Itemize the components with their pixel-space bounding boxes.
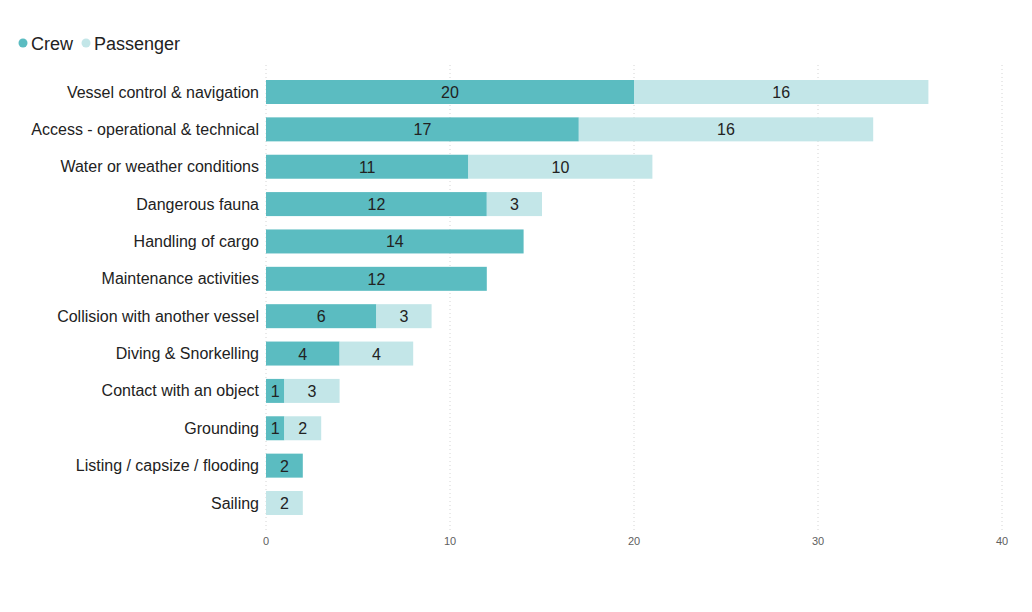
category-label: Contact with an object [102, 382, 260, 399]
legend: Crew Passenger [19, 34, 181, 54]
data-label: 2 [298, 420, 307, 437]
bar [284, 379, 339, 403]
data-label: 3 [308, 383, 317, 400]
bar [266, 491, 303, 515]
bar [266, 304, 376, 328]
data-label: 10 [552, 159, 570, 176]
bar [376, 304, 431, 328]
category-label: Vessel control & navigation [67, 84, 259, 101]
bar [634, 80, 928, 104]
bar [579, 117, 873, 141]
data-label: 11 [359, 159, 376, 176]
grid-line [1002, 65, 1003, 530]
data-label: 4 [372, 346, 381, 363]
bar [266, 267, 487, 291]
category-label: Access - operational & technical [31, 121, 259, 138]
legend-swatch [82, 39, 91, 48]
bar [266, 229, 524, 253]
tick-label: 40 [996, 535, 1008, 547]
bars [266, 80, 928, 515]
data-label: 6 [317, 308, 326, 325]
category-label: Diving & Snorkelling [116, 345, 259, 362]
category-label: Collision with another vessel [57, 308, 259, 325]
bar [266, 416, 284, 440]
bar [487, 192, 542, 216]
bar [266, 379, 284, 403]
data-label: 3 [400, 308, 409, 325]
data-label: 12 [368, 196, 386, 213]
data-label: 3 [510, 196, 519, 213]
data-label: 2 [280, 458, 289, 475]
bar [266, 117, 579, 141]
category-label: Dangerous fauna [136, 196, 259, 213]
bar [468, 155, 652, 179]
data-label: 14 [386, 233, 404, 250]
category-label: Grounding [184, 420, 259, 437]
tick-label: 20 [628, 535, 640, 547]
bar [266, 80, 634, 104]
data-label: 1 [271, 420, 280, 437]
data-label: 17 [414, 121, 432, 138]
legend-label: Crew [31, 34, 74, 54]
category-label: Maintenance activities [102, 270, 259, 287]
bar [284, 416, 321, 440]
category-label: Listing / capsize / flooding [76, 457, 259, 474]
bar [266, 454, 303, 478]
data-labels: 20171112141264112161610334322 [271, 84, 790, 512]
data-label: 12 [368, 271, 386, 288]
bar [266, 155, 468, 179]
bar [266, 192, 487, 216]
chart: 0 10 20 30 40 Vessel control & navigation Acce… [0, 0, 1032, 612]
legend-label: Passenger [94, 34, 180, 54]
bar [266, 342, 340, 366]
bar [340, 342, 414, 366]
tick-label: 0 [263, 535, 269, 547]
data-label: 16 [717, 121, 735, 138]
category-label: Water or weather conditions [60, 158, 259, 175]
data-label: 20 [441, 84, 459, 101]
data-label: 1 [271, 383, 280, 400]
category-label: Handling of cargo [134, 233, 260, 250]
category-label: Sailing [211, 495, 259, 512]
tick-label: 10 [444, 535, 456, 547]
tick-label: 30 [812, 535, 824, 547]
grid [266, 65, 1002, 530]
legend-swatch [19, 39, 28, 48]
data-label: 2 [280, 495, 289, 512]
data-label: 4 [298, 346, 307, 363]
data-label: 16 [772, 84, 790, 101]
